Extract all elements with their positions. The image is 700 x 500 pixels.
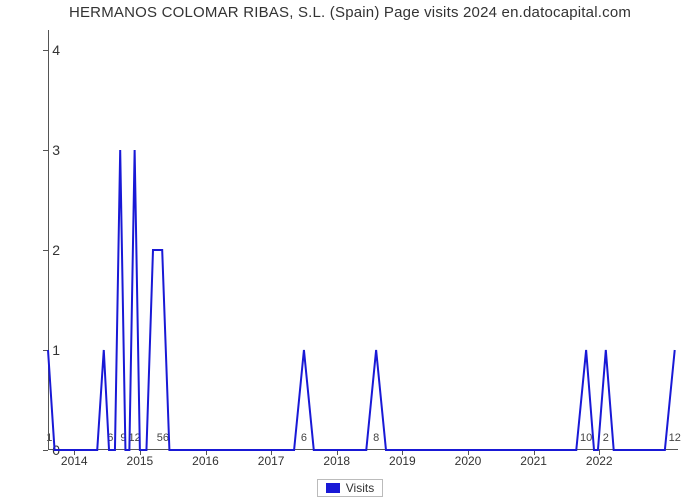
- x-tick-label: 2019: [389, 454, 416, 468]
- legend: Visits: [0, 479, 700, 498]
- chart-container: HERMANOS COLOMAR RIBAS, S.L. (Spain) Pag…: [0, 0, 700, 500]
- legend-swatch: [326, 483, 340, 493]
- x-tick-label: 2015: [127, 454, 154, 468]
- x-tick-label: 2014: [61, 454, 88, 468]
- x-tick-label: 2017: [258, 454, 285, 468]
- x-tick-label: 2021: [520, 454, 547, 468]
- chart-title: HERMANOS COLOMAR RIBAS, S.L. (Spain) Pag…: [0, 4, 700, 21]
- x-tick-label: 2022: [586, 454, 613, 468]
- x-tick-label: 2018: [323, 454, 350, 468]
- legend-label: Visits: [346, 481, 374, 495]
- series-line: [48, 30, 678, 450]
- x-tick-label: 2016: [192, 454, 219, 468]
- x-tick-label: 2020: [455, 454, 482, 468]
- legend-item: Visits: [317, 479, 383, 497]
- y-tick-mark: [43, 450, 48, 451]
- plot-area: [48, 30, 678, 450]
